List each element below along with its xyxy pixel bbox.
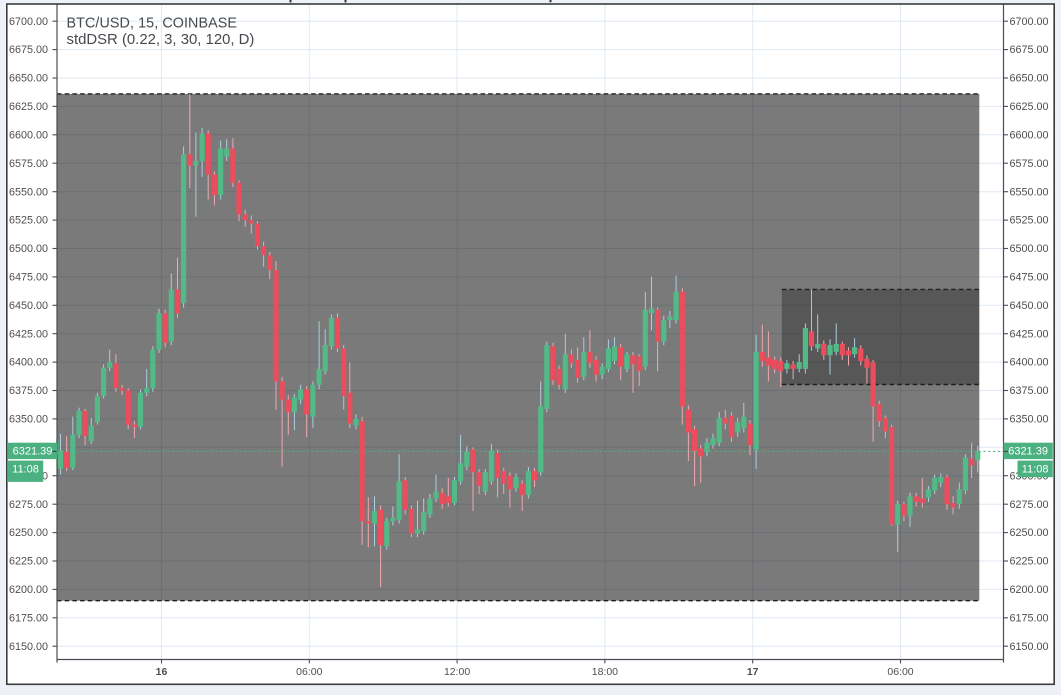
svg-text:6375.00: 6375.00 <box>1010 385 1049 397</box>
svg-text:6400.00: 6400.00 <box>9 357 48 369</box>
svg-text:6475.00: 6475.00 <box>9 272 48 284</box>
svg-text:6625.00: 6625.00 <box>1010 101 1049 113</box>
svg-text:6350.00: 6350.00 <box>1010 414 1049 426</box>
svg-text:6375.00: 6375.00 <box>9 385 48 397</box>
svg-text:18:00: 18:00 <box>592 666 618 678</box>
svg-text:6400.00: 6400.00 <box>1010 357 1049 369</box>
svg-text:17: 17 <box>747 666 759 678</box>
svg-text:6650.00: 6650.00 <box>1010 73 1049 85</box>
svg-text:6175.00: 6175.00 <box>1010 612 1049 624</box>
svg-text:6700.00: 6700.00 <box>9 16 48 28</box>
svg-text:6200.00: 6200.00 <box>1010 584 1049 596</box>
svg-text:6250.00: 6250.00 <box>9 527 48 539</box>
svg-text:6525.00: 6525.00 <box>9 215 48 227</box>
svg-text:6150.00: 6150.00 <box>9 641 48 653</box>
svg-text:stdDSR (0.22, 3, 30, 120, D): stdDSR (0.22, 3, 30, 120, D) <box>67 32 255 48</box>
svg-text:6200.00: 6200.00 <box>9 584 48 596</box>
svg-text:6250.00: 6250.00 <box>1010 527 1049 539</box>
svg-text:6575.00: 6575.00 <box>9 158 48 170</box>
svg-text:6675.00: 6675.00 <box>9 44 48 56</box>
svg-text:6425.00: 6425.00 <box>9 328 48 340</box>
svg-text:11:08: 11:08 <box>1022 464 1049 476</box>
svg-text:6575.00: 6575.00 <box>1010 158 1049 170</box>
svg-text:6225.00: 6225.00 <box>1010 556 1049 568</box>
svg-text:06:00: 06:00 <box>887 666 913 678</box>
svg-text:11:08: 11:08 <box>12 464 39 476</box>
svg-text:6500.00: 6500.00 <box>1010 243 1049 255</box>
svg-text:6500.00: 6500.00 <box>9 243 48 255</box>
svg-text:6550.00: 6550.00 <box>9 186 48 198</box>
svg-text:06:00: 06:00 <box>296 666 322 678</box>
svg-text:6150.00: 6150.00 <box>1010 641 1049 653</box>
svg-text:6625.00: 6625.00 <box>9 101 48 113</box>
svg-text:6525.00: 6525.00 <box>1010 215 1049 227</box>
svg-text:6275.00: 6275.00 <box>9 499 48 511</box>
svg-text:6225.00: 6225.00 <box>9 556 48 568</box>
svg-text:6321.39: 6321.39 <box>1008 446 1048 458</box>
svg-text:BTC/USD, 15, COINBASE: BTC/USD, 15, COINBASE <box>67 15 238 31</box>
svg-text:6475.00: 6475.00 <box>1010 272 1049 284</box>
svg-text:6350.00: 6350.00 <box>9 414 48 426</box>
svg-text:6450.00: 6450.00 <box>9 300 48 312</box>
svg-text:6275.00: 6275.00 <box>1010 499 1049 511</box>
svg-text:6321.39: 6321.39 <box>13 446 53 458</box>
svg-text:6600.00: 6600.00 <box>9 129 48 141</box>
svg-text:6675.00: 6675.00 <box>1010 44 1049 56</box>
svg-text:6700.00: 6700.00 <box>1010 16 1049 28</box>
svg-text:6650.00: 6650.00 <box>9 73 48 85</box>
svg-text:6425.00: 6425.00 <box>1010 328 1049 340</box>
svg-text:16: 16 <box>156 666 168 678</box>
svg-text:6600.00: 6600.00 <box>1010 129 1049 141</box>
svg-text:6175.00: 6175.00 <box>9 612 48 624</box>
svg-text:6450.00: 6450.00 <box>1010 300 1049 312</box>
svg-text:12:00: 12:00 <box>444 666 470 678</box>
svg-text:6550.00: 6550.00 <box>1010 186 1049 198</box>
